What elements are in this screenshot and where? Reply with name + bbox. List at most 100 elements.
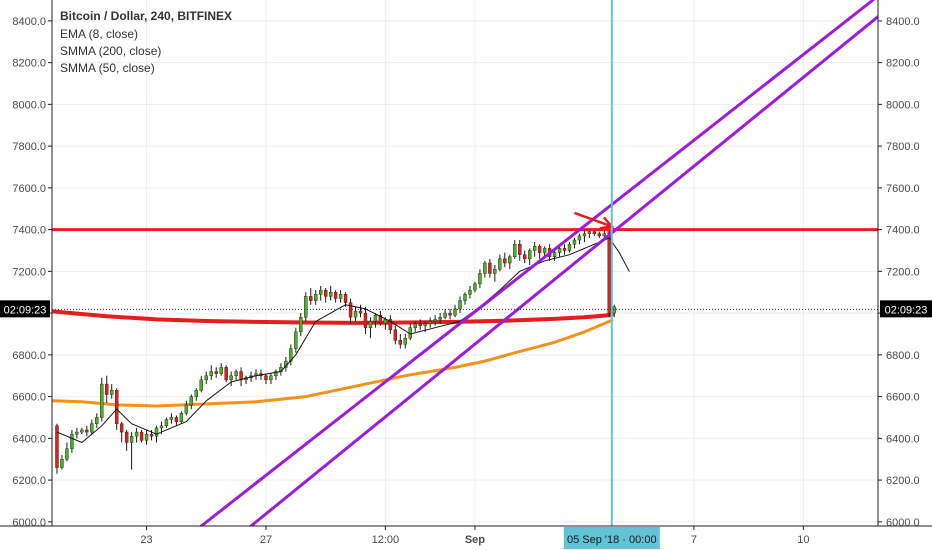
y-tick-label-left: 6000.0 xyxy=(12,517,46,529)
y-tick-label-right: 7600.0 xyxy=(886,183,920,195)
x-tick-label: 7 xyxy=(691,534,697,546)
x-tick-label: 23 xyxy=(140,534,152,546)
candle-body xyxy=(169,417,174,420)
candle-body xyxy=(403,337,407,345)
chart-grid xyxy=(52,0,878,526)
candle-body xyxy=(164,419,169,427)
plot-area xyxy=(52,0,878,526)
ema8-line xyxy=(56,237,630,443)
candle-body xyxy=(433,319,437,322)
candle-body xyxy=(189,396,194,406)
candle-body xyxy=(124,431,129,443)
y-tick-label-left: 6600.0 xyxy=(12,392,46,404)
candle-body xyxy=(75,431,79,435)
candle-body xyxy=(328,292,333,297)
candle-body xyxy=(557,248,562,253)
candle-body xyxy=(224,367,228,381)
candle-body xyxy=(309,296,313,301)
candle-body xyxy=(144,433,149,441)
candle-body xyxy=(194,390,198,397)
y-tick-label-right: 6800.0 xyxy=(886,350,920,362)
candle-body xyxy=(363,312,368,328)
x-tick-label: Sep xyxy=(465,534,485,546)
candle-body xyxy=(80,429,84,433)
legend-ema: EMA (8, close) xyxy=(60,27,138,41)
y-tick-label-right: 7400.0 xyxy=(886,225,920,237)
candle-body xyxy=(418,323,422,326)
x-tick-label: 10 xyxy=(797,534,809,546)
candle-body xyxy=(174,417,179,422)
candle-body xyxy=(90,423,94,433)
countdown-label-left: 02:09:23 xyxy=(4,304,47,316)
candle-body xyxy=(448,312,452,316)
candle-body xyxy=(319,289,323,295)
candle-body xyxy=(264,375,268,381)
channel-line xyxy=(249,15,878,526)
countdown-label-right: 02:09:23 xyxy=(885,304,928,316)
candle-body xyxy=(493,269,497,274)
candle-body xyxy=(587,231,592,234)
candle-body xyxy=(383,319,388,324)
candle-body xyxy=(508,256,512,264)
candle-body xyxy=(552,252,557,257)
candle-body xyxy=(314,294,318,301)
candle-body xyxy=(353,310,358,318)
legend-smma50: SMMA (50, close) xyxy=(60,61,155,75)
candle-body xyxy=(612,306,616,314)
candle-body xyxy=(105,383,109,395)
candle-body xyxy=(428,321,432,324)
candle-body xyxy=(214,371,218,374)
candle-body xyxy=(458,300,462,310)
y-tick-label-right: 6000.0 xyxy=(886,517,920,529)
candle-body xyxy=(304,296,308,318)
candle-body xyxy=(219,367,223,374)
candle-body xyxy=(110,390,114,395)
legend-smma200: SMMA (200, close) xyxy=(60,44,161,58)
y-tick-label-right: 7200.0 xyxy=(886,266,920,278)
candle-body xyxy=(572,239,577,245)
candle-body xyxy=(333,292,338,299)
candle-body xyxy=(423,323,427,326)
candle-body xyxy=(537,246,542,253)
candle-body xyxy=(343,294,348,303)
candle-body xyxy=(518,244,522,255)
candle-body xyxy=(398,340,403,345)
candle-body xyxy=(513,244,517,257)
candle-body xyxy=(358,310,363,314)
candle-body xyxy=(438,317,442,320)
candle-body xyxy=(368,321,373,328)
channel-line xyxy=(199,0,875,526)
y-tick-label-right: 8400.0 xyxy=(886,16,920,28)
candle-body xyxy=(239,371,243,381)
candle-body xyxy=(468,289,472,295)
candle-body xyxy=(527,250,532,260)
y-tick-label-right: 7800.0 xyxy=(886,141,920,153)
candle-body xyxy=(119,423,124,433)
countdown-tag-left xyxy=(0,300,50,318)
y-tick-label-left: 8000.0 xyxy=(12,99,46,111)
y-tick-label-right: 6200.0 xyxy=(886,475,920,487)
candle-body xyxy=(607,231,611,314)
countdown-tag-right xyxy=(880,300,932,318)
candle-body xyxy=(597,233,602,237)
candle-body xyxy=(503,258,507,264)
candle-body xyxy=(159,425,164,429)
y-tick-label-left: 7200.0 xyxy=(12,266,46,278)
y-tick-label-left: 6400.0 xyxy=(12,433,46,445)
candle-body xyxy=(488,262,492,274)
candle-body xyxy=(348,302,353,318)
candle-body xyxy=(274,371,278,376)
candle-body xyxy=(184,404,189,414)
y-tick-label-left: 8400.0 xyxy=(12,16,46,28)
candle-body xyxy=(209,371,213,376)
candle-body xyxy=(134,431,139,437)
candle-body xyxy=(129,436,134,443)
y-tick-label-right: 8200.0 xyxy=(886,58,920,70)
candle-body xyxy=(478,273,482,285)
candle-body xyxy=(602,233,607,237)
chart-title: Bitcoin / Dollar, 240, BITFINEX xyxy=(60,9,232,23)
candle-body xyxy=(567,244,572,251)
candle-body xyxy=(413,323,417,328)
candle-body xyxy=(453,308,457,316)
